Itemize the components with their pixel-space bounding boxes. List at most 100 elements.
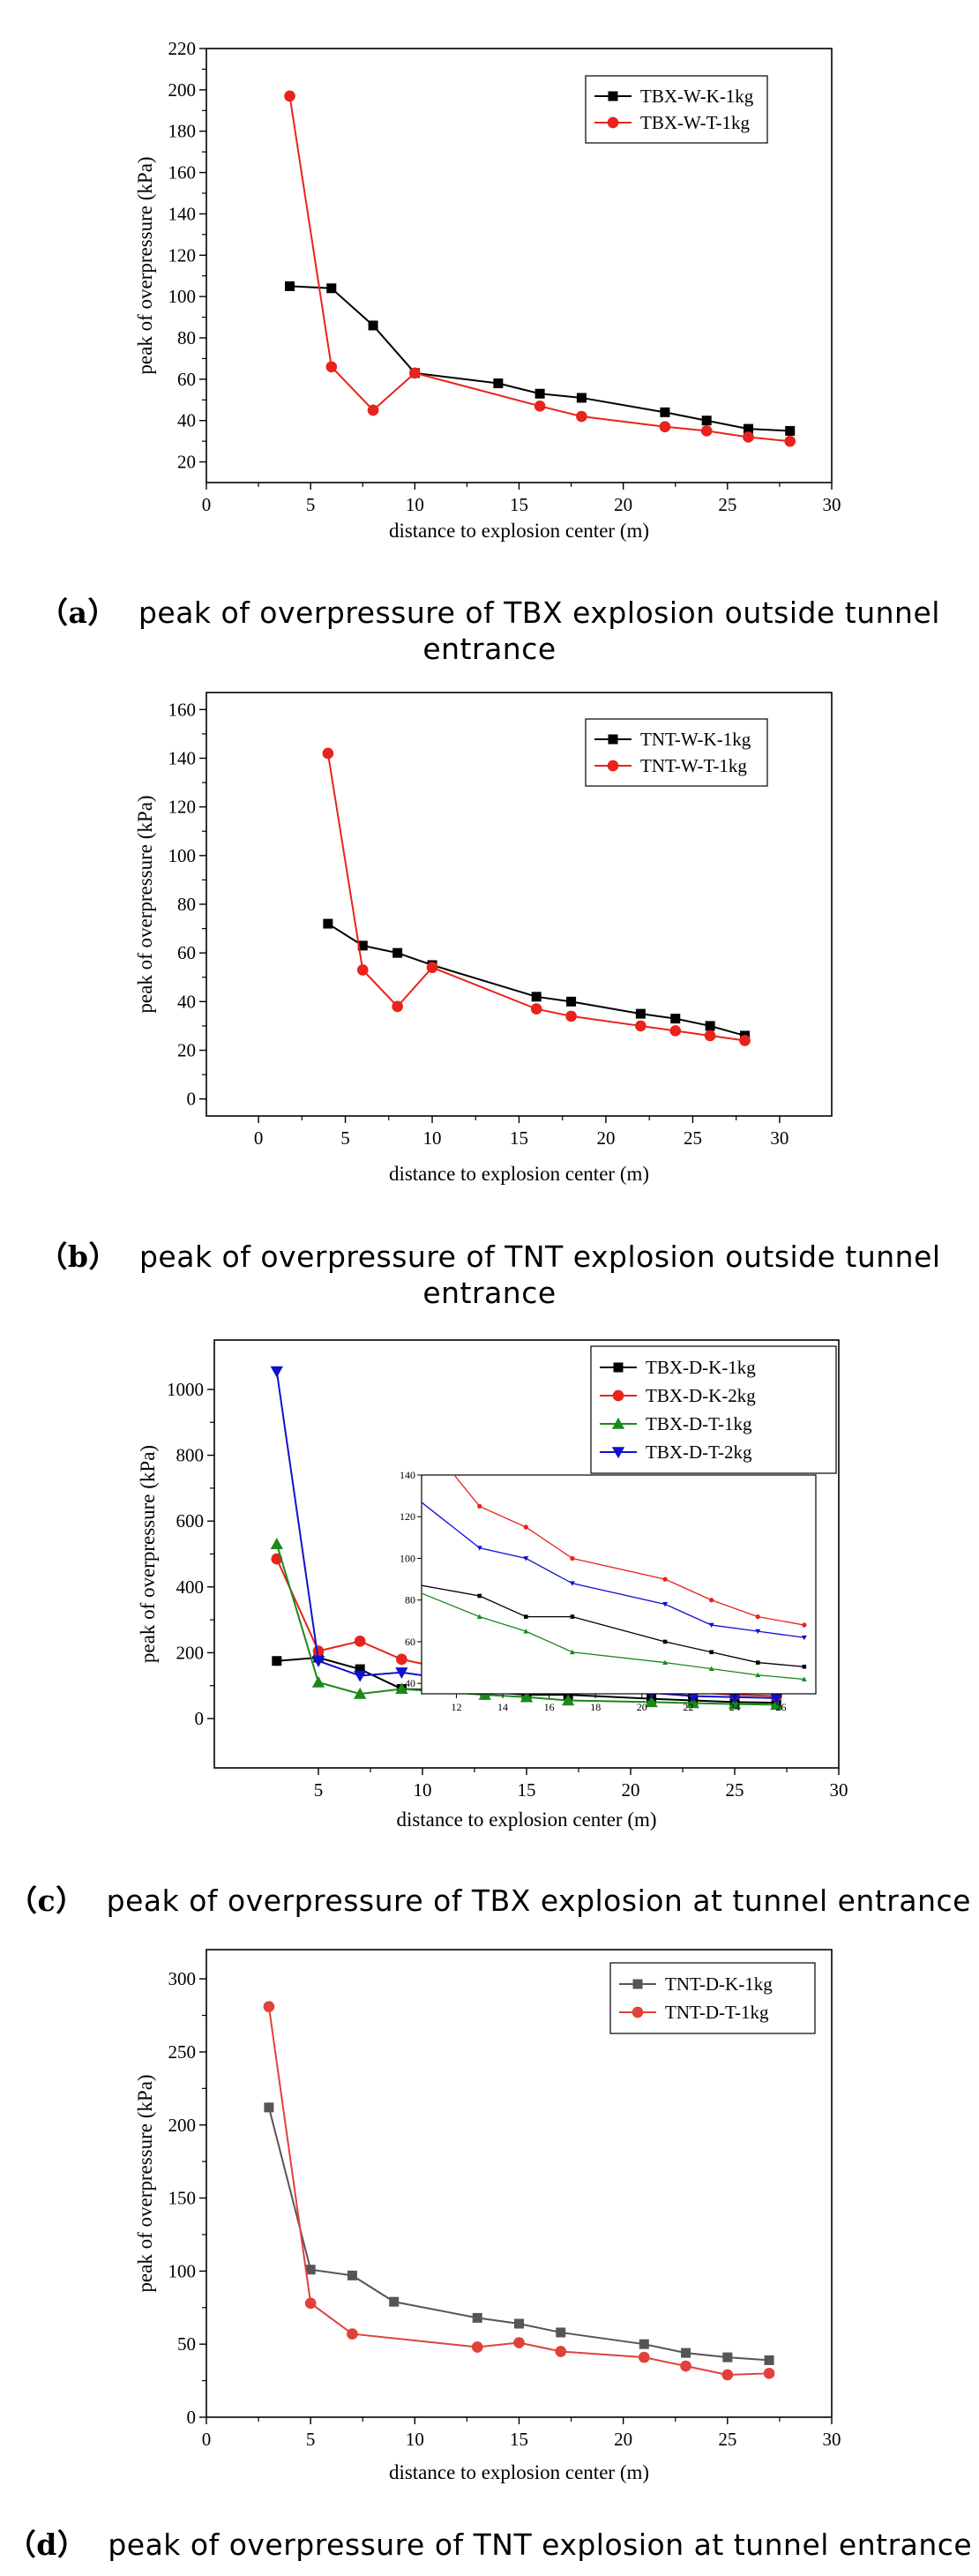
data-point-d-2 bbox=[721, 2369, 734, 2381]
y-tick-label-a: 140 bbox=[168, 203, 197, 224]
x-tick-label-d: 5 bbox=[306, 2429, 316, 2450]
inset-data-point-2 bbox=[802, 1622, 807, 1628]
data-point-b-2 bbox=[565, 1010, 577, 1022]
series-d-2 bbox=[263, 2001, 775, 2381]
inset-data-point-4 bbox=[569, 1581, 575, 1586]
inset-x-tick-label: 26 bbox=[776, 1701, 787, 1713]
inset-data-point-3 bbox=[708, 1666, 714, 1672]
data-point-c-4 bbox=[311, 1656, 325, 1667]
caption-b-label: （b） bbox=[38, 1239, 118, 1274]
y-tick-label-d: 100 bbox=[168, 2260, 197, 2281]
data-point-c-4 bbox=[354, 1670, 367, 1682]
y-tick-label-a: 60 bbox=[177, 369, 196, 390]
caption-d-text: peak of overpressure of TNT explosion at… bbox=[108, 2527, 973, 2562]
data-point-b-2 bbox=[669, 1025, 682, 1037]
data-point-c-1 bbox=[355, 1664, 365, 1674]
caption-a-label: （a） bbox=[39, 595, 117, 630]
caption-c-text: peak of overpressure of TBX explosion at… bbox=[106, 1883, 971, 1918]
inset-x-tick-label: 16 bbox=[544, 1701, 555, 1713]
data-point-a-1 bbox=[368, 320, 378, 331]
x-tick-label-a: 0 bbox=[202, 494, 212, 515]
x-tick-label-a: 25 bbox=[718, 494, 736, 515]
y-tick-label-a: 40 bbox=[177, 410, 196, 431]
data-point-d-1 bbox=[639, 2339, 649, 2349]
x-tick-label-b: 0 bbox=[254, 1127, 264, 1149]
inset-data-point-4 bbox=[708, 1622, 714, 1629]
chart-panel-a: 0 5 10 15 20 25 30 20 40 60 80 100 120 140 160 180 200 22… bbox=[0, 0, 979, 666]
y-tick-label-a: 100 bbox=[168, 286, 197, 307]
data-point-c-2 bbox=[312, 1645, 325, 1657]
legend-marker-c bbox=[611, 1417, 625, 1429]
y-tick-label-b: 160 bbox=[168, 699, 197, 720]
data-point-d-2 bbox=[638, 2351, 650, 2363]
inset-data-point-4 bbox=[662, 1602, 669, 1607]
y-axis-label-b: peak of overpressure (kPa) bbox=[134, 795, 156, 1013]
legend-label-c: TBX-D-K-1kg bbox=[646, 1357, 756, 1378]
data-point-b-2 bbox=[530, 1003, 542, 1015]
chart-b: 0 5 10 15 20 25 30 0 20 40 60 80 100 120 140 160 distanc… bbox=[134, 692, 833, 1185]
inset-y-tick-label: 40 bbox=[405, 1677, 415, 1689]
caption-c: （c） peak of overpressure of TBX explosion… bbox=[0, 1877, 979, 1920]
data-point-b-1 bbox=[392, 947, 403, 958]
legend-label-b: TNT-W-K-1kg bbox=[640, 729, 751, 750]
inset-data-point-2 bbox=[523, 1524, 528, 1530]
caption-d: （d） peak of overpressure of TNT explosion… bbox=[0, 2521, 979, 2564]
data-point-c-1 bbox=[272, 1656, 282, 1666]
y-tick-label-d: 50 bbox=[177, 2333, 196, 2355]
data-point-d-1 bbox=[472, 2312, 482, 2323]
data-point-a-1 bbox=[743, 423, 753, 434]
inset-series-line-3 bbox=[422, 1592, 804, 1681]
y-axis-label-c: peak of overpressure (kPa) bbox=[137, 1445, 159, 1663]
caption-b: （b） peak of overpressure of TNT explosion… bbox=[0, 1233, 979, 1310]
x-tick-label-b: 25 bbox=[684, 1127, 702, 1149]
data-point-a-2 bbox=[284, 90, 295, 102]
legend-label-a: TBX-W-T-1kg bbox=[640, 112, 751, 133]
data-point-a-2 bbox=[700, 425, 713, 437]
y-tick-label-b: 140 bbox=[168, 747, 197, 768]
series-d-1 bbox=[264, 2102, 774, 2365]
chart-panel-b: 0 5 10 15 20 25 30 0 20 40 60 80 100 120 140 160 distanc… bbox=[0, 0, 979, 1310]
data-point-b-1 bbox=[357, 940, 368, 951]
inset-data-point-3 bbox=[569, 1649, 575, 1655]
legend-a: TBX-W-K-1kg TBX-W-T-1kg bbox=[585, 75, 768, 144]
inset-data-point-4 bbox=[476, 1546, 482, 1551]
x-axis-label-b: distance to explosion center (m) bbox=[389, 1163, 649, 1185]
data-point-b-2 bbox=[356, 964, 369, 976]
x-axis-label-a: distance to explosion center (m) bbox=[389, 520, 649, 542]
caption-b-text: peak of overpressure of TNT explosion ou… bbox=[138, 1239, 941, 1310]
data-point-c-3 bbox=[354, 1687, 367, 1699]
data-point-d-2 bbox=[471, 2341, 483, 2353]
data-point-a-1 bbox=[785, 425, 796, 436]
inset-series-line-2 bbox=[453, 1475, 804, 1626]
series-b-1 bbox=[323, 918, 751, 1041]
data-point-d-2 bbox=[263, 2001, 275, 2012]
y-tick-label-a: 180 bbox=[168, 121, 197, 142]
data-point-a-1 bbox=[326, 283, 337, 294]
data-point-d-2 bbox=[347, 2328, 358, 2340]
series-line-b-1 bbox=[327, 923, 745, 1037]
inset-data-point-4 bbox=[801, 1635, 807, 1641]
y-axis-label-a: peak of overpressure (kPa) bbox=[134, 156, 156, 374]
x-tick-label-c: 30 bbox=[830, 1779, 848, 1801]
inset-y-tick-label: 100 bbox=[400, 1552, 415, 1564]
data-point-a-1 bbox=[576, 393, 587, 403]
chart-c: 5 10 15 20 25 30 0 200 400 600 800 1000 distance to … bbox=[137, 1339, 848, 1831]
inset-x-tick-label: 24 bbox=[729, 1701, 740, 1713]
x-tick-label-a: 5 bbox=[306, 494, 316, 515]
y-tick-label-b: 100 bbox=[168, 845, 197, 866]
inset-data-point-1 bbox=[477, 1593, 482, 1599]
inset-y-tick-label: 60 bbox=[405, 1636, 415, 1648]
inset-data-point-1 bbox=[802, 1664, 807, 1669]
inset-y-tick-label: 140 bbox=[400, 1469, 415, 1481]
inset-data-point-1 bbox=[755, 1660, 760, 1665]
legend-d: TNT-D-K-1kg TNT-D-T-1kg bbox=[609, 1962, 816, 2034]
data-point-c-2 bbox=[396, 1653, 407, 1666]
y-tick-label-b: 40 bbox=[177, 991, 196, 1012]
inset-x-tick-label: 14 bbox=[497, 1701, 508, 1713]
y-tick-label-b: 120 bbox=[168, 797, 197, 818]
y-tick-label-b: 60 bbox=[177, 942, 196, 963]
y-tick-label-c: 600 bbox=[176, 1510, 205, 1531]
legend-marker-a bbox=[608, 91, 618, 101]
y-tick-label-a: 20 bbox=[177, 452, 196, 473]
legend-marker-b bbox=[608, 734, 618, 745]
